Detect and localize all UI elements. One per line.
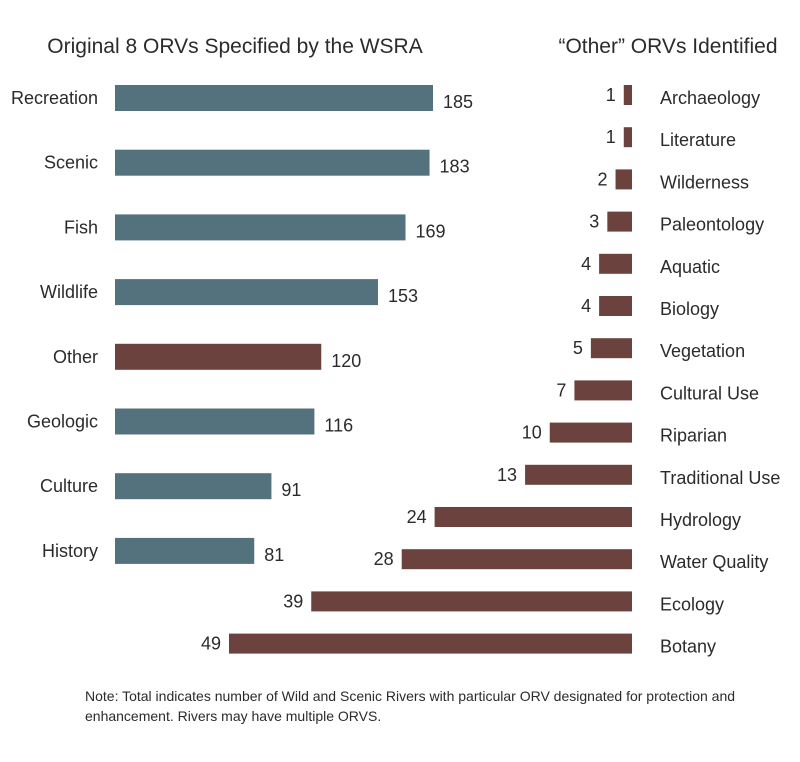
right-category-label: Archaeology <box>660 88 760 108</box>
left-category-label: Scenic <box>44 153 98 173</box>
left-value-label: 116 <box>324 416 353 436</box>
right-bar <box>590 338 632 359</box>
right-category-label: Vegetation <box>660 341 745 361</box>
left-chart-title: Original 8 ORVs Specified by the WSRA <box>47 35 422 58</box>
left-bar <box>115 473 272 500</box>
left-value-label: 169 <box>415 221 445 241</box>
right-category-label: Botany <box>660 637 716 657</box>
right-value-label: 10 <box>522 423 542 443</box>
right-category-label: Riparian <box>660 426 727 446</box>
right-bar <box>607 211 632 232</box>
right-bar <box>525 464 632 485</box>
right-bar <box>549 422 632 443</box>
right-value-label: 2 <box>598 169 608 189</box>
left-value-label: 91 <box>281 480 301 500</box>
left-bar <box>115 214 406 241</box>
right-bar <box>229 633 632 654</box>
left-category-label: History <box>42 541 98 561</box>
right-bar <box>574 380 632 401</box>
left-category-label: Culture <box>40 476 98 496</box>
left-category-label: Fish <box>64 217 98 237</box>
right-chart-title: “Other” ORVs Identified <box>558 35 777 58</box>
right-bar <box>623 85 632 105</box>
left-category-label: Wildlife <box>40 282 98 302</box>
left-bar <box>115 85 433 111</box>
right-category-label: Aquatic <box>660 257 720 277</box>
right-category-label: Biology <box>660 299 719 319</box>
right-bar <box>311 591 632 612</box>
right-value-label: 7 <box>556 380 566 400</box>
left-value-label: 120 <box>331 351 361 371</box>
right-bar <box>599 253 632 274</box>
right-value-label: 49 <box>201 634 221 654</box>
right-value-label: 5 <box>573 338 583 358</box>
left-value-label: 185 <box>443 92 473 112</box>
left-value-label: 81 <box>264 545 284 565</box>
right-category-label: Hydrology <box>660 510 741 530</box>
right-value-label: 1 <box>606 127 616 147</box>
right-value-label: 3 <box>589 212 599 232</box>
left-category-label: Geologic <box>27 412 98 432</box>
left-value-label: 183 <box>440 157 470 177</box>
left-bar-chart: Recreation 185 Scenic 183 Fish 169 Wildlife 153… <box>11 85 473 565</box>
right-category-label: Traditional Use <box>660 468 780 488</box>
right-value-label: 4 <box>581 254 591 274</box>
left-category-label: Other <box>53 347 98 367</box>
footnote: Note: Total indicates number of Wild and… <box>85 688 736 724</box>
right-bar-chart: 1 Archaeology 1 Literature 2 Wilderness 3 Paleo… <box>201 85 780 657</box>
right-category-label: Water Quality <box>660 552 768 572</box>
left-bar <box>115 408 315 435</box>
right-value-label: 39 <box>283 591 303 611</box>
right-category-label: Wilderness <box>660 172 749 192</box>
right-bar <box>623 127 632 148</box>
right-bar <box>434 507 632 527</box>
left-bar <box>115 279 378 306</box>
right-category-label: Cultural Use <box>660 383 759 403</box>
right-value-label: 13 <box>497 465 517 485</box>
right-category-label: Literature <box>660 130 736 150</box>
left-value-label: 153 <box>388 286 418 306</box>
left-bar <box>115 343 322 370</box>
right-value-label: 4 <box>581 296 591 316</box>
left-category-label: Recreation <box>11 88 98 108</box>
right-value-label: 28 <box>374 549 394 569</box>
right-value-label: 24 <box>407 507 427 527</box>
right-value-label: 1 <box>606 85 616 105</box>
right-bar <box>599 296 632 316</box>
left-bar <box>115 537 255 564</box>
left-bar <box>115 149 430 176</box>
right-category-label: Ecology <box>660 594 724 614</box>
right-category-label: Paleontology <box>660 215 764 235</box>
right-bar <box>401 549 632 570</box>
right-bar <box>615 169 632 190</box>
